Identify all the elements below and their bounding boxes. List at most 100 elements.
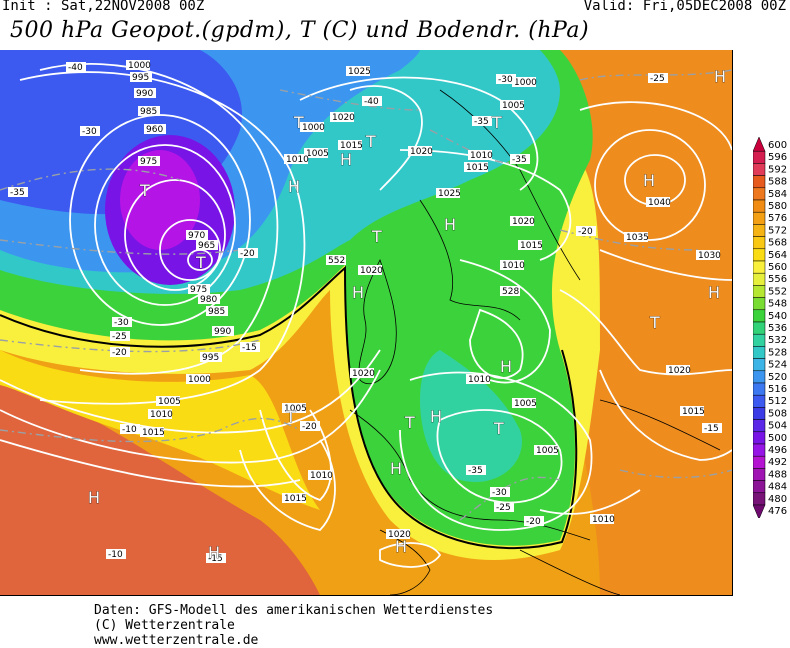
colorbar-label: 520 xyxy=(768,372,787,383)
coastlines xyxy=(349,89,721,595)
isobar-label-1020-north: 1020 xyxy=(330,112,355,123)
svg-text:-10: -10 xyxy=(122,425,137,435)
isobar-label-1015-east-far: 1015 xyxy=(680,406,705,417)
svg-text:975: 975 xyxy=(190,285,207,295)
low-centre-north: T xyxy=(293,113,304,132)
isotherm-label--10-west: -10 xyxy=(120,424,140,435)
high-centre-east: H xyxy=(708,283,720,302)
svg-text:-25: -25 xyxy=(650,74,665,84)
isotherm-label--15-mid: -15 xyxy=(240,342,260,353)
svg-text:985: 985 xyxy=(140,107,157,117)
svg-text:960: 960 xyxy=(146,125,163,135)
low-centre-central-2: T xyxy=(493,419,504,438)
isobar-label-1005-central: 1005 xyxy=(512,398,537,409)
svg-text:-30: -30 xyxy=(82,127,97,137)
svg-text:1015: 1015 xyxy=(340,141,363,151)
colorbar-swatch xyxy=(752,224,766,237)
svg-text:1000: 1000 xyxy=(188,375,211,385)
isobar-label-1010-mid: 1010 xyxy=(284,154,309,165)
isobar-label-1020-scand: 1020 xyxy=(358,265,383,276)
isobar-label-985-south: 985 xyxy=(206,306,228,317)
high-centre-west: H xyxy=(288,177,300,196)
colorbar-label: 600 xyxy=(768,140,787,151)
isobar-label-1000-mid: 1000 xyxy=(300,122,325,133)
footer-url[interactable]: www.wetterzentrale.de xyxy=(94,633,259,648)
svg-text:1010: 1010 xyxy=(470,151,493,161)
high-centre-azores: H xyxy=(88,488,100,507)
high-centre-central: H xyxy=(500,357,512,376)
colorbar-swatch xyxy=(752,480,766,494)
chart-title: 500 hPa Geopot.(gpdm), T (C) und Bodendr… xyxy=(10,18,590,43)
svg-text:1015: 1015 xyxy=(284,494,307,504)
svg-text:965: 965 xyxy=(198,241,215,251)
high-centre-far-ne: H xyxy=(714,67,726,86)
isotherm-label--30-south: -30 xyxy=(112,317,132,328)
isobar-label-990: 990 xyxy=(134,88,156,99)
footer-source: Daten: GFS-Modell des amerikanischen Wet… xyxy=(94,603,494,618)
low-centre-south: T xyxy=(195,253,206,272)
colorbar-label: 512 xyxy=(768,396,787,407)
svg-text:-15: -15 xyxy=(242,343,257,353)
isobar-label-975-north: 975 xyxy=(138,156,160,167)
svg-text:990: 990 xyxy=(214,327,231,337)
svg-text:1020: 1020 xyxy=(352,369,375,379)
colorbar-label: 560 xyxy=(768,262,787,273)
colorbar-label: 540 xyxy=(768,311,787,322)
svg-text:1020: 1020 xyxy=(512,217,535,227)
isobar-label-1005-west: 1005 xyxy=(156,396,181,407)
svg-text:-40: -40 xyxy=(364,97,379,107)
svg-text:1040: 1040 xyxy=(648,198,671,208)
svg-text:-10: -10 xyxy=(108,550,123,560)
svg-text:-35: -35 xyxy=(10,188,25,198)
colorbar-swatch xyxy=(752,248,766,262)
colorbar-label: 488 xyxy=(768,469,787,480)
isobar-label-1000-ne: 1000 xyxy=(512,77,537,88)
isobar-label-1010-west: 1010 xyxy=(148,409,173,420)
svg-text:1015: 1015 xyxy=(466,163,489,173)
svg-text:1020: 1020 xyxy=(668,366,691,376)
isobar-label-1005-mid: 1005 xyxy=(304,148,329,159)
svg-text:1015: 1015 xyxy=(682,407,705,417)
colorbar-swatch xyxy=(752,431,766,445)
isobar-label-1020-east-far: 1020 xyxy=(666,365,691,376)
svg-text:-30: -30 xyxy=(114,318,129,328)
isotherm-label--25-central: -25 xyxy=(494,502,514,513)
colorbar-label: 476 xyxy=(768,506,787,517)
high-centre-france: H xyxy=(390,459,402,478)
isotherm-label--35-north: -35 xyxy=(472,116,492,127)
isobar-label-1040: 1040 xyxy=(646,197,671,208)
svg-text:1010: 1010 xyxy=(310,471,333,481)
isotherm-label--30-ne: -30 xyxy=(496,74,516,85)
svg-text:1005: 1005 xyxy=(306,149,329,159)
colorbar-label: 484 xyxy=(768,482,787,493)
high-centre-southwest: H xyxy=(208,543,220,562)
isotherm-label--10-southwest: -10 xyxy=(106,549,126,560)
isotherm-label--15-southwest: -15 xyxy=(206,553,226,564)
isobar-label-1020-center: 1020 xyxy=(408,146,433,157)
high-centre-iberia: H xyxy=(395,537,407,556)
isobar-label-1020-iberia: 1020 xyxy=(386,529,411,540)
high-centre-russia: H xyxy=(643,171,655,190)
high-centre-uk: H xyxy=(352,283,364,302)
colorbar-label: 568 xyxy=(768,238,787,249)
temperature-labels: -40 -30 -35 -40 -35 -35 -30 -25 -20 -30 … xyxy=(8,62,722,564)
colorbar-label: 536 xyxy=(768,323,787,334)
svg-text:1025: 1025 xyxy=(348,67,371,77)
warm-sector-red xyxy=(0,380,320,595)
svg-text:-30: -30 xyxy=(492,488,507,498)
svg-text:-20: -20 xyxy=(526,517,541,527)
colorbar-legend: 600 596 592 588 584 580 576 572 568 564 560 556 552 5… xyxy=(752,133,790,522)
colorbar-label: 580 xyxy=(768,201,787,212)
colorbar-swatch xyxy=(752,285,766,298)
svg-text:-40: -40 xyxy=(68,63,83,73)
colorbar-label: 516 xyxy=(768,384,787,395)
isotherm-label--20-atlantic: -20 xyxy=(300,421,320,432)
isobar-label-1010-med: 1010 xyxy=(590,514,615,525)
isotherm-label--40-north: -40 xyxy=(362,96,382,107)
colorbar-swatch xyxy=(752,443,766,457)
isobar-label-1020-uk: 1020 xyxy=(350,368,375,379)
isobar-label-1035: 1035 xyxy=(624,232,649,243)
isobar-label-1000-north: 1000 xyxy=(126,60,151,71)
svg-text:1000: 1000 xyxy=(514,78,537,88)
isobar-label-1020-east: 1020 xyxy=(510,216,535,227)
